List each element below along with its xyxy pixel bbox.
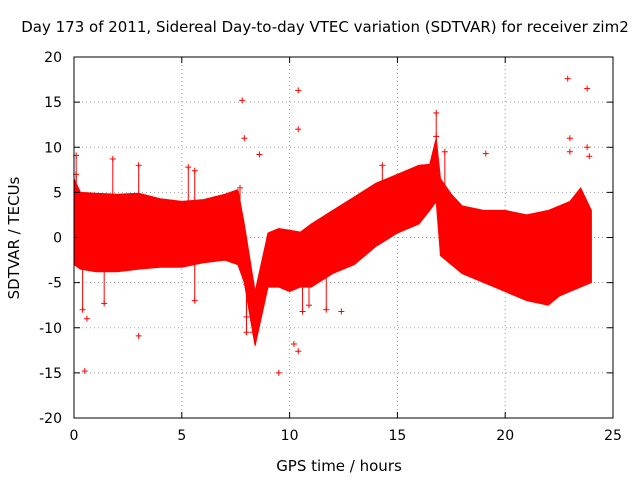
x-tick-label: 20 xyxy=(496,428,514,444)
outlier-point xyxy=(79,269,86,313)
outlier-point xyxy=(256,151,263,158)
x-axis-label: GPS time / hours xyxy=(276,457,402,475)
outlier-point xyxy=(243,295,250,336)
outlier-point xyxy=(482,150,489,157)
outlier-point xyxy=(249,317,256,324)
outlier-point xyxy=(433,133,440,140)
y-tick-label: 5 xyxy=(53,185,62,201)
outlier-point xyxy=(441,148,448,185)
y-axis-label: SDTVAR / TECUs xyxy=(5,176,23,299)
outlier-point xyxy=(241,135,248,142)
outlier-point xyxy=(584,85,591,92)
outlier-point xyxy=(249,329,256,336)
x-tick-label: 5 xyxy=(177,428,186,444)
y-tick-label: -20 xyxy=(39,411,62,427)
x-tick-label: 0 xyxy=(70,428,79,444)
outlier-point xyxy=(295,87,302,94)
chart-title: Day 173 of 2011, Sidereal Day-to-day VTE… xyxy=(21,18,629,36)
x-tick-label: 15 xyxy=(388,428,406,444)
x-tick-label: 10 xyxy=(281,428,299,444)
outlier-point xyxy=(239,97,246,104)
outlier-point xyxy=(135,162,142,194)
y-tick-label: -10 xyxy=(39,321,62,337)
outlier-point xyxy=(379,162,386,181)
y-tick-label: 10 xyxy=(44,140,62,156)
outlier-point xyxy=(191,167,198,201)
outlier-point xyxy=(191,264,198,304)
x-tick-label: 25 xyxy=(604,428,622,444)
y-tick-label: 15 xyxy=(44,95,62,111)
y-tick-label: 0 xyxy=(53,231,62,247)
outlier-point xyxy=(584,144,591,151)
outlier-point xyxy=(83,315,90,322)
outlier-point xyxy=(237,184,244,202)
outlier-point xyxy=(564,75,571,82)
outlier-point xyxy=(185,164,192,201)
y-tick-label: -5 xyxy=(48,276,62,292)
outlier-point xyxy=(81,368,88,375)
outlier-point xyxy=(101,271,108,307)
outlier-point xyxy=(299,287,306,315)
y-tick-label: -15 xyxy=(39,366,62,382)
outlier-point xyxy=(566,135,573,142)
outlier-point xyxy=(295,126,302,133)
y-tick-label: 20 xyxy=(44,50,62,66)
outlier-point xyxy=(290,340,297,347)
outlier-point xyxy=(135,332,142,339)
outlier-point xyxy=(295,348,302,355)
outlier-point xyxy=(275,369,282,376)
outlier-point xyxy=(109,155,116,194)
outlier-point xyxy=(243,281,250,288)
outlier-point xyxy=(566,148,573,155)
outlier-point xyxy=(306,287,313,309)
axis-ticks: 0 5 10 15 20 25 20 15 10 5 0 -5 -10 -15 -20 xyxy=(39,50,622,444)
data-band xyxy=(73,138,592,346)
outlier-point xyxy=(338,308,345,315)
sdtvar-band xyxy=(73,138,592,346)
outlier-point xyxy=(323,277,330,313)
outlier-point xyxy=(586,153,593,160)
outlier-points xyxy=(73,75,593,376)
